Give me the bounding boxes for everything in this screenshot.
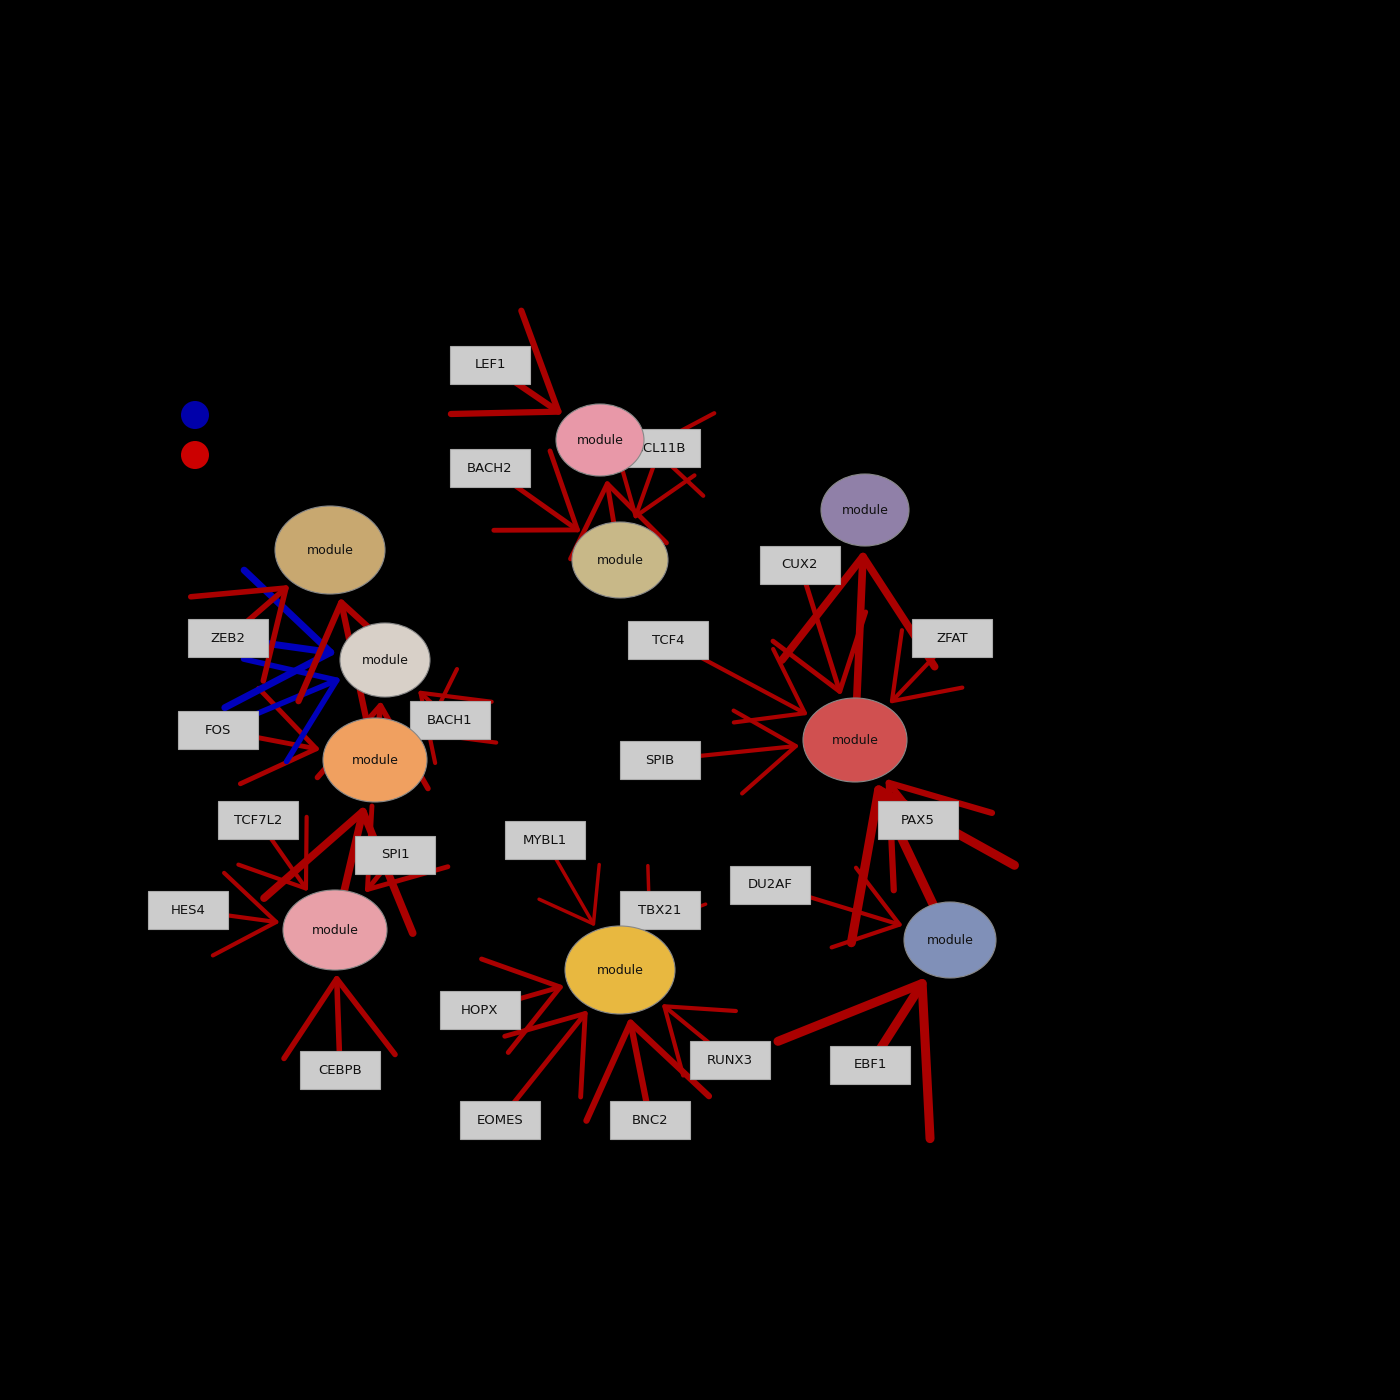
Text: SPI1: SPI1 [381,848,409,861]
Text: module: module [927,934,973,946]
Circle shape [181,441,209,469]
Text: BACH2: BACH2 [468,462,512,475]
Text: EOMES: EOMES [476,1113,524,1127]
FancyBboxPatch shape [461,1100,540,1140]
Text: ZFAT: ZFAT [937,631,967,644]
Text: MYBL1: MYBL1 [522,833,567,847]
FancyBboxPatch shape [440,991,519,1029]
Text: TCF7L2: TCF7L2 [234,813,283,826]
Ellipse shape [820,475,909,546]
FancyBboxPatch shape [356,836,435,874]
FancyBboxPatch shape [300,1051,379,1089]
Text: module: module [351,753,399,767]
Text: TCF4: TCF4 [652,633,685,647]
Text: module: module [832,734,878,746]
FancyBboxPatch shape [218,801,298,839]
FancyBboxPatch shape [620,428,700,468]
Ellipse shape [573,522,668,598]
Text: module: module [596,553,644,567]
Text: module: module [307,543,353,556]
FancyBboxPatch shape [620,890,700,930]
Text: module: module [596,963,644,977]
FancyBboxPatch shape [449,346,531,384]
Circle shape [181,400,209,428]
Ellipse shape [323,718,427,802]
Text: HES4: HES4 [171,903,206,917]
Text: module: module [312,924,358,937]
Text: ZEB2: ZEB2 [210,631,245,644]
Text: EBF1: EBF1 [854,1058,886,1071]
Ellipse shape [804,699,907,783]
Text: LEF1: LEF1 [475,358,505,371]
FancyBboxPatch shape [911,619,993,657]
Text: DU2AF: DU2AF [748,879,792,892]
FancyBboxPatch shape [148,890,228,930]
FancyBboxPatch shape [620,741,700,778]
FancyBboxPatch shape [760,546,840,584]
FancyBboxPatch shape [690,1042,770,1079]
Text: PAX5: PAX5 [902,813,935,826]
Ellipse shape [556,405,644,476]
FancyBboxPatch shape [878,801,958,839]
Ellipse shape [274,505,385,594]
Ellipse shape [283,890,386,970]
Text: HOPX: HOPX [461,1004,498,1016]
Text: CUX2: CUX2 [781,559,818,571]
Text: CEBPB: CEBPB [318,1064,361,1077]
FancyBboxPatch shape [178,711,258,749]
Text: BNC2: BNC2 [631,1113,668,1127]
FancyBboxPatch shape [449,449,531,487]
FancyBboxPatch shape [629,622,708,659]
Text: SPIB: SPIB [645,753,675,767]
FancyBboxPatch shape [610,1100,690,1140]
Text: TBX21: TBX21 [638,903,682,917]
FancyBboxPatch shape [188,619,267,657]
Ellipse shape [340,623,430,697]
Text: RUNX3: RUNX3 [707,1053,753,1067]
FancyBboxPatch shape [410,701,490,739]
FancyBboxPatch shape [830,1046,910,1084]
Text: BACH1: BACH1 [427,714,473,727]
Text: FOS: FOS [204,724,231,736]
Text: BCL11B: BCL11B [634,441,686,455]
Text: module: module [841,504,889,517]
Ellipse shape [566,925,675,1014]
Ellipse shape [904,902,995,979]
FancyBboxPatch shape [505,820,585,860]
Text: module: module [577,434,623,447]
FancyBboxPatch shape [729,867,811,904]
Text: module: module [361,654,409,666]
